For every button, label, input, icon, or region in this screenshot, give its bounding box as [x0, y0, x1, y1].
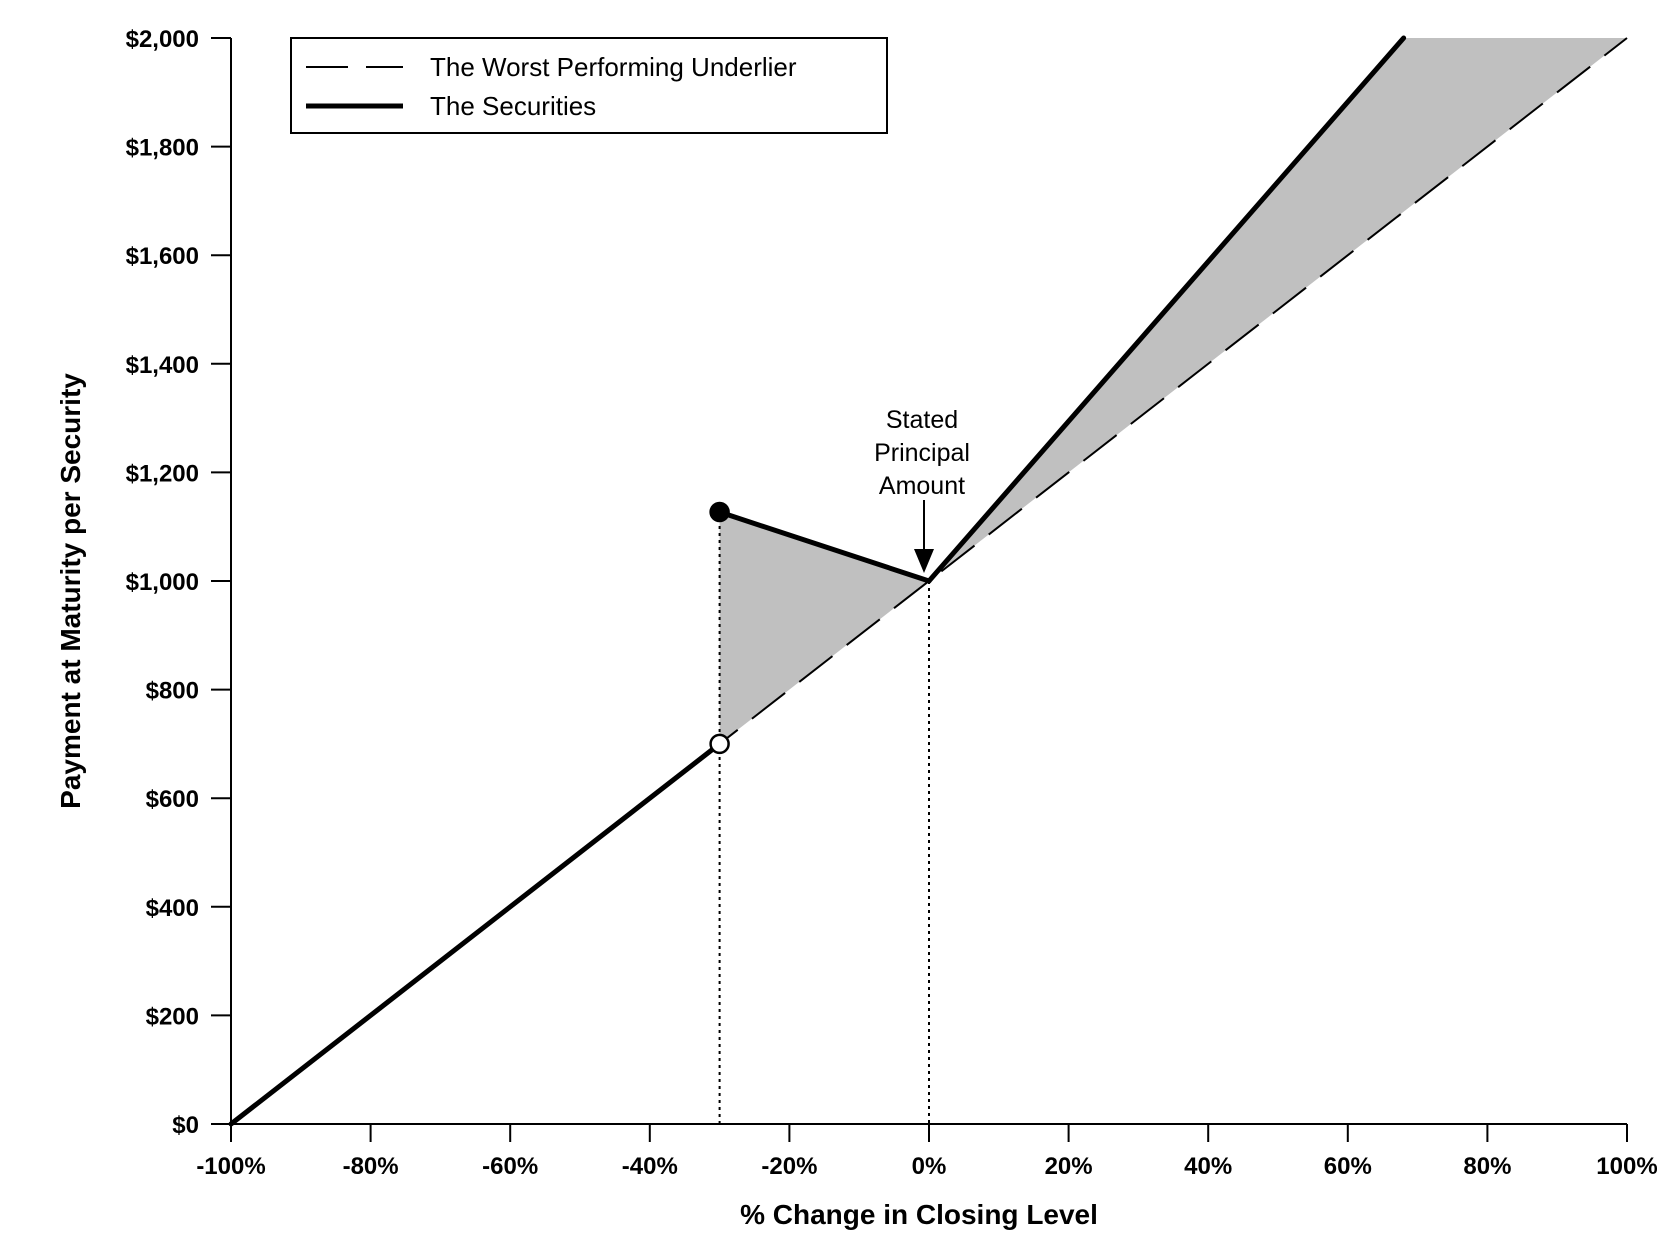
annotation-text-line: Principal [874, 439, 970, 467]
x-tick-label: 0% [912, 1153, 947, 1180]
x-tick-label: 80% [1463, 1153, 1511, 1180]
annotation-text-line: Amount [879, 472, 965, 500]
y-tick-label: $2,000 [126, 26, 199, 53]
x-tick-label: -100% [196, 1153, 265, 1180]
y-tick-label: $1,400 [126, 352, 199, 379]
x-tick-label: 100% [1596, 1153, 1657, 1180]
series-securities-segment-0 [228, 741, 723, 1127]
x-tick-label: 20% [1045, 1153, 1093, 1180]
series-securities-segment-1 [717, 509, 932, 584]
legend: The Worst Performing Underlier The Securi… [290, 37, 888, 134]
axes: $0 $200 $400 $600 $800 $1,000 $1,200 $1,400 $1,6… [126, 26, 1657, 1180]
marker-filled [709, 501, 730, 523]
annotation-arrow-head [914, 549, 934, 573]
shaded-region-downside [719, 512, 929, 744]
x-tick-label: -80% [343, 1153, 399, 1180]
x-axis-title: % Change in Closing Level [740, 1199, 1098, 1230]
legend-label: The Securities [430, 91, 596, 121]
marker-open [709, 733, 730, 755]
series-worst-performing-underlier [230, 37, 1628, 1125]
series-lines [228, 35, 1628, 1127]
x-tick-label: 40% [1184, 1153, 1232, 1180]
annotation-text-line: Stated [886, 406, 958, 434]
y-tick-label: $1,600 [126, 243, 199, 270]
y-tick-label: $1,000 [126, 569, 199, 596]
y-tick-label: $600 [146, 786, 199, 813]
y-tick-label: $400 [146, 895, 199, 922]
x-tick-label: 60% [1324, 1153, 1372, 1180]
annotation: Stated Principal Amount [874, 406, 970, 573]
series-securities-segment-2 [926, 35, 1407, 584]
y-tick-label: $1,200 [126, 460, 199, 487]
y-tick-label: $800 [146, 678, 199, 705]
y-tick-label: $200 [146, 1003, 199, 1030]
x-tick-label: -40% [622, 1153, 678, 1180]
y-axis-title: Payment at Maturity per Security [55, 373, 86, 809]
x-tick-label: -60% [482, 1153, 538, 1180]
y-tick-label: $1,800 [126, 135, 199, 162]
markers [709, 501, 730, 755]
y-tick-label: $0 [172, 1112, 199, 1139]
legend-box [290, 37, 888, 134]
x-tick-label: -20% [761, 1153, 817, 1180]
legend-label: The Worst Performing Underlier [430, 52, 797, 82]
